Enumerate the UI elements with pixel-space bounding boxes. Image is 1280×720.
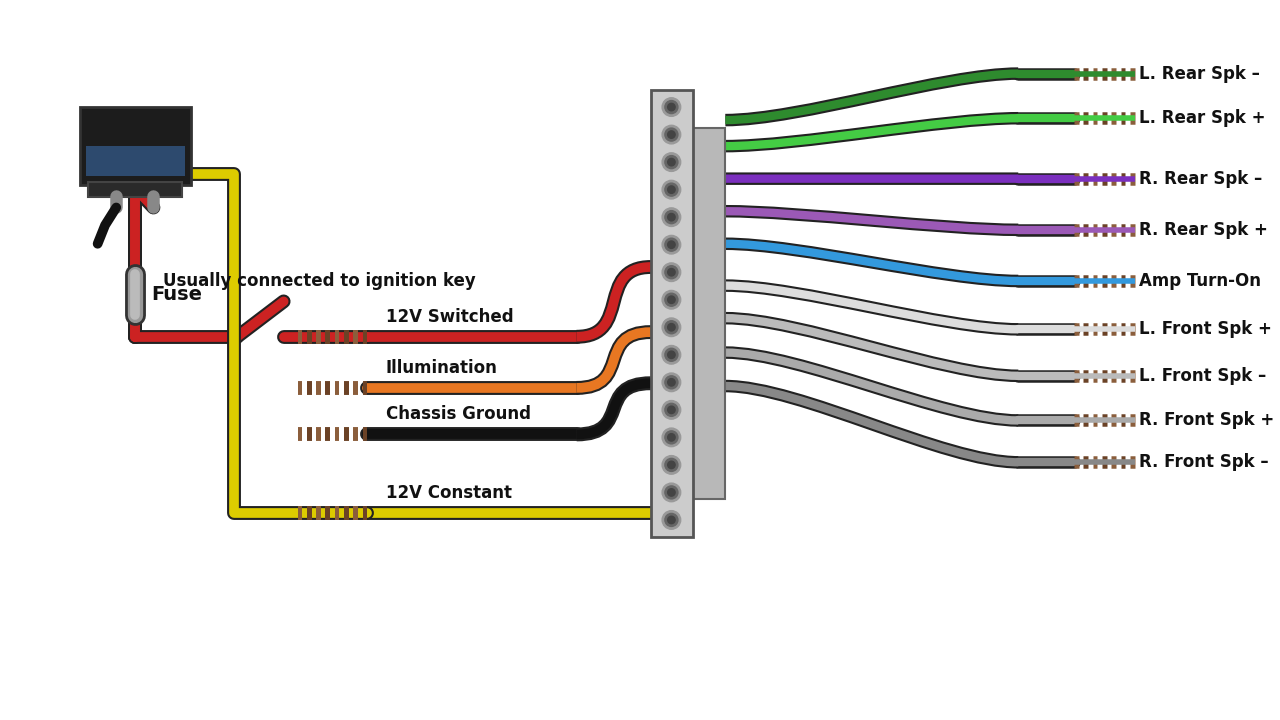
Circle shape (664, 156, 678, 168)
Circle shape (662, 483, 681, 502)
Circle shape (664, 486, 678, 499)
Circle shape (668, 269, 675, 276)
Text: R. Rear Spk –: R. Rear Spk – (1139, 170, 1262, 188)
Circle shape (664, 348, 678, 361)
Circle shape (664, 513, 678, 526)
Circle shape (662, 153, 681, 171)
Circle shape (662, 180, 681, 199)
Circle shape (664, 431, 678, 444)
Circle shape (668, 241, 675, 248)
Text: R. Front Spk +: R. Front Spk + (1139, 411, 1275, 429)
Text: L. Rear Spk –: L. Rear Spk – (1139, 65, 1260, 83)
Text: Illumination: Illumination (385, 359, 498, 377)
Text: 12V Constant: 12V Constant (385, 485, 512, 503)
Circle shape (668, 433, 675, 441)
Circle shape (662, 346, 681, 364)
Circle shape (664, 266, 678, 279)
Circle shape (668, 379, 675, 386)
Circle shape (664, 459, 678, 472)
Circle shape (668, 186, 675, 194)
Circle shape (668, 516, 675, 523)
Circle shape (668, 351, 675, 359)
Circle shape (664, 128, 678, 141)
FancyBboxPatch shape (86, 146, 186, 176)
Text: Usually connected to ignition key: Usually connected to ignition key (163, 272, 475, 290)
Circle shape (662, 510, 681, 529)
Circle shape (664, 376, 678, 389)
Text: L. Front Spk +: L. Front Spk + (1139, 320, 1272, 338)
Circle shape (668, 462, 675, 469)
Circle shape (662, 125, 681, 144)
Circle shape (664, 403, 678, 416)
FancyBboxPatch shape (652, 90, 692, 536)
Circle shape (668, 131, 675, 138)
Circle shape (662, 263, 681, 282)
Circle shape (662, 373, 681, 392)
Circle shape (668, 104, 675, 111)
Text: R. Rear Spk +: R. Rear Spk + (1139, 221, 1268, 239)
Circle shape (662, 318, 681, 336)
Circle shape (662, 208, 681, 227)
Circle shape (664, 211, 678, 224)
Circle shape (668, 213, 675, 221)
Circle shape (662, 235, 681, 254)
Text: L. Rear Spk +: L. Rear Spk + (1139, 109, 1266, 127)
Circle shape (662, 98, 681, 117)
Text: 12V Switched: 12V Switched (385, 307, 513, 325)
Circle shape (668, 489, 675, 496)
Text: Amp Turn-On: Amp Turn-On (1139, 272, 1261, 290)
Text: R. Front Spk –: R. Front Spk – (1139, 454, 1268, 472)
Circle shape (664, 238, 678, 251)
Text: L. Front Spk –: L. Front Spk – (1139, 366, 1266, 384)
Circle shape (668, 296, 675, 303)
Circle shape (668, 406, 675, 413)
Circle shape (662, 400, 681, 419)
Circle shape (662, 290, 681, 309)
FancyBboxPatch shape (692, 127, 726, 500)
Text: Fuse: Fuse (151, 285, 202, 305)
Text: Chassis Ground: Chassis Ground (385, 405, 531, 423)
Circle shape (668, 158, 675, 166)
Circle shape (662, 428, 681, 446)
FancyBboxPatch shape (88, 182, 182, 197)
Circle shape (664, 101, 678, 114)
Circle shape (664, 293, 678, 306)
Circle shape (664, 320, 678, 334)
Circle shape (664, 183, 678, 196)
FancyBboxPatch shape (79, 107, 191, 185)
Circle shape (662, 456, 681, 474)
Circle shape (668, 323, 675, 331)
